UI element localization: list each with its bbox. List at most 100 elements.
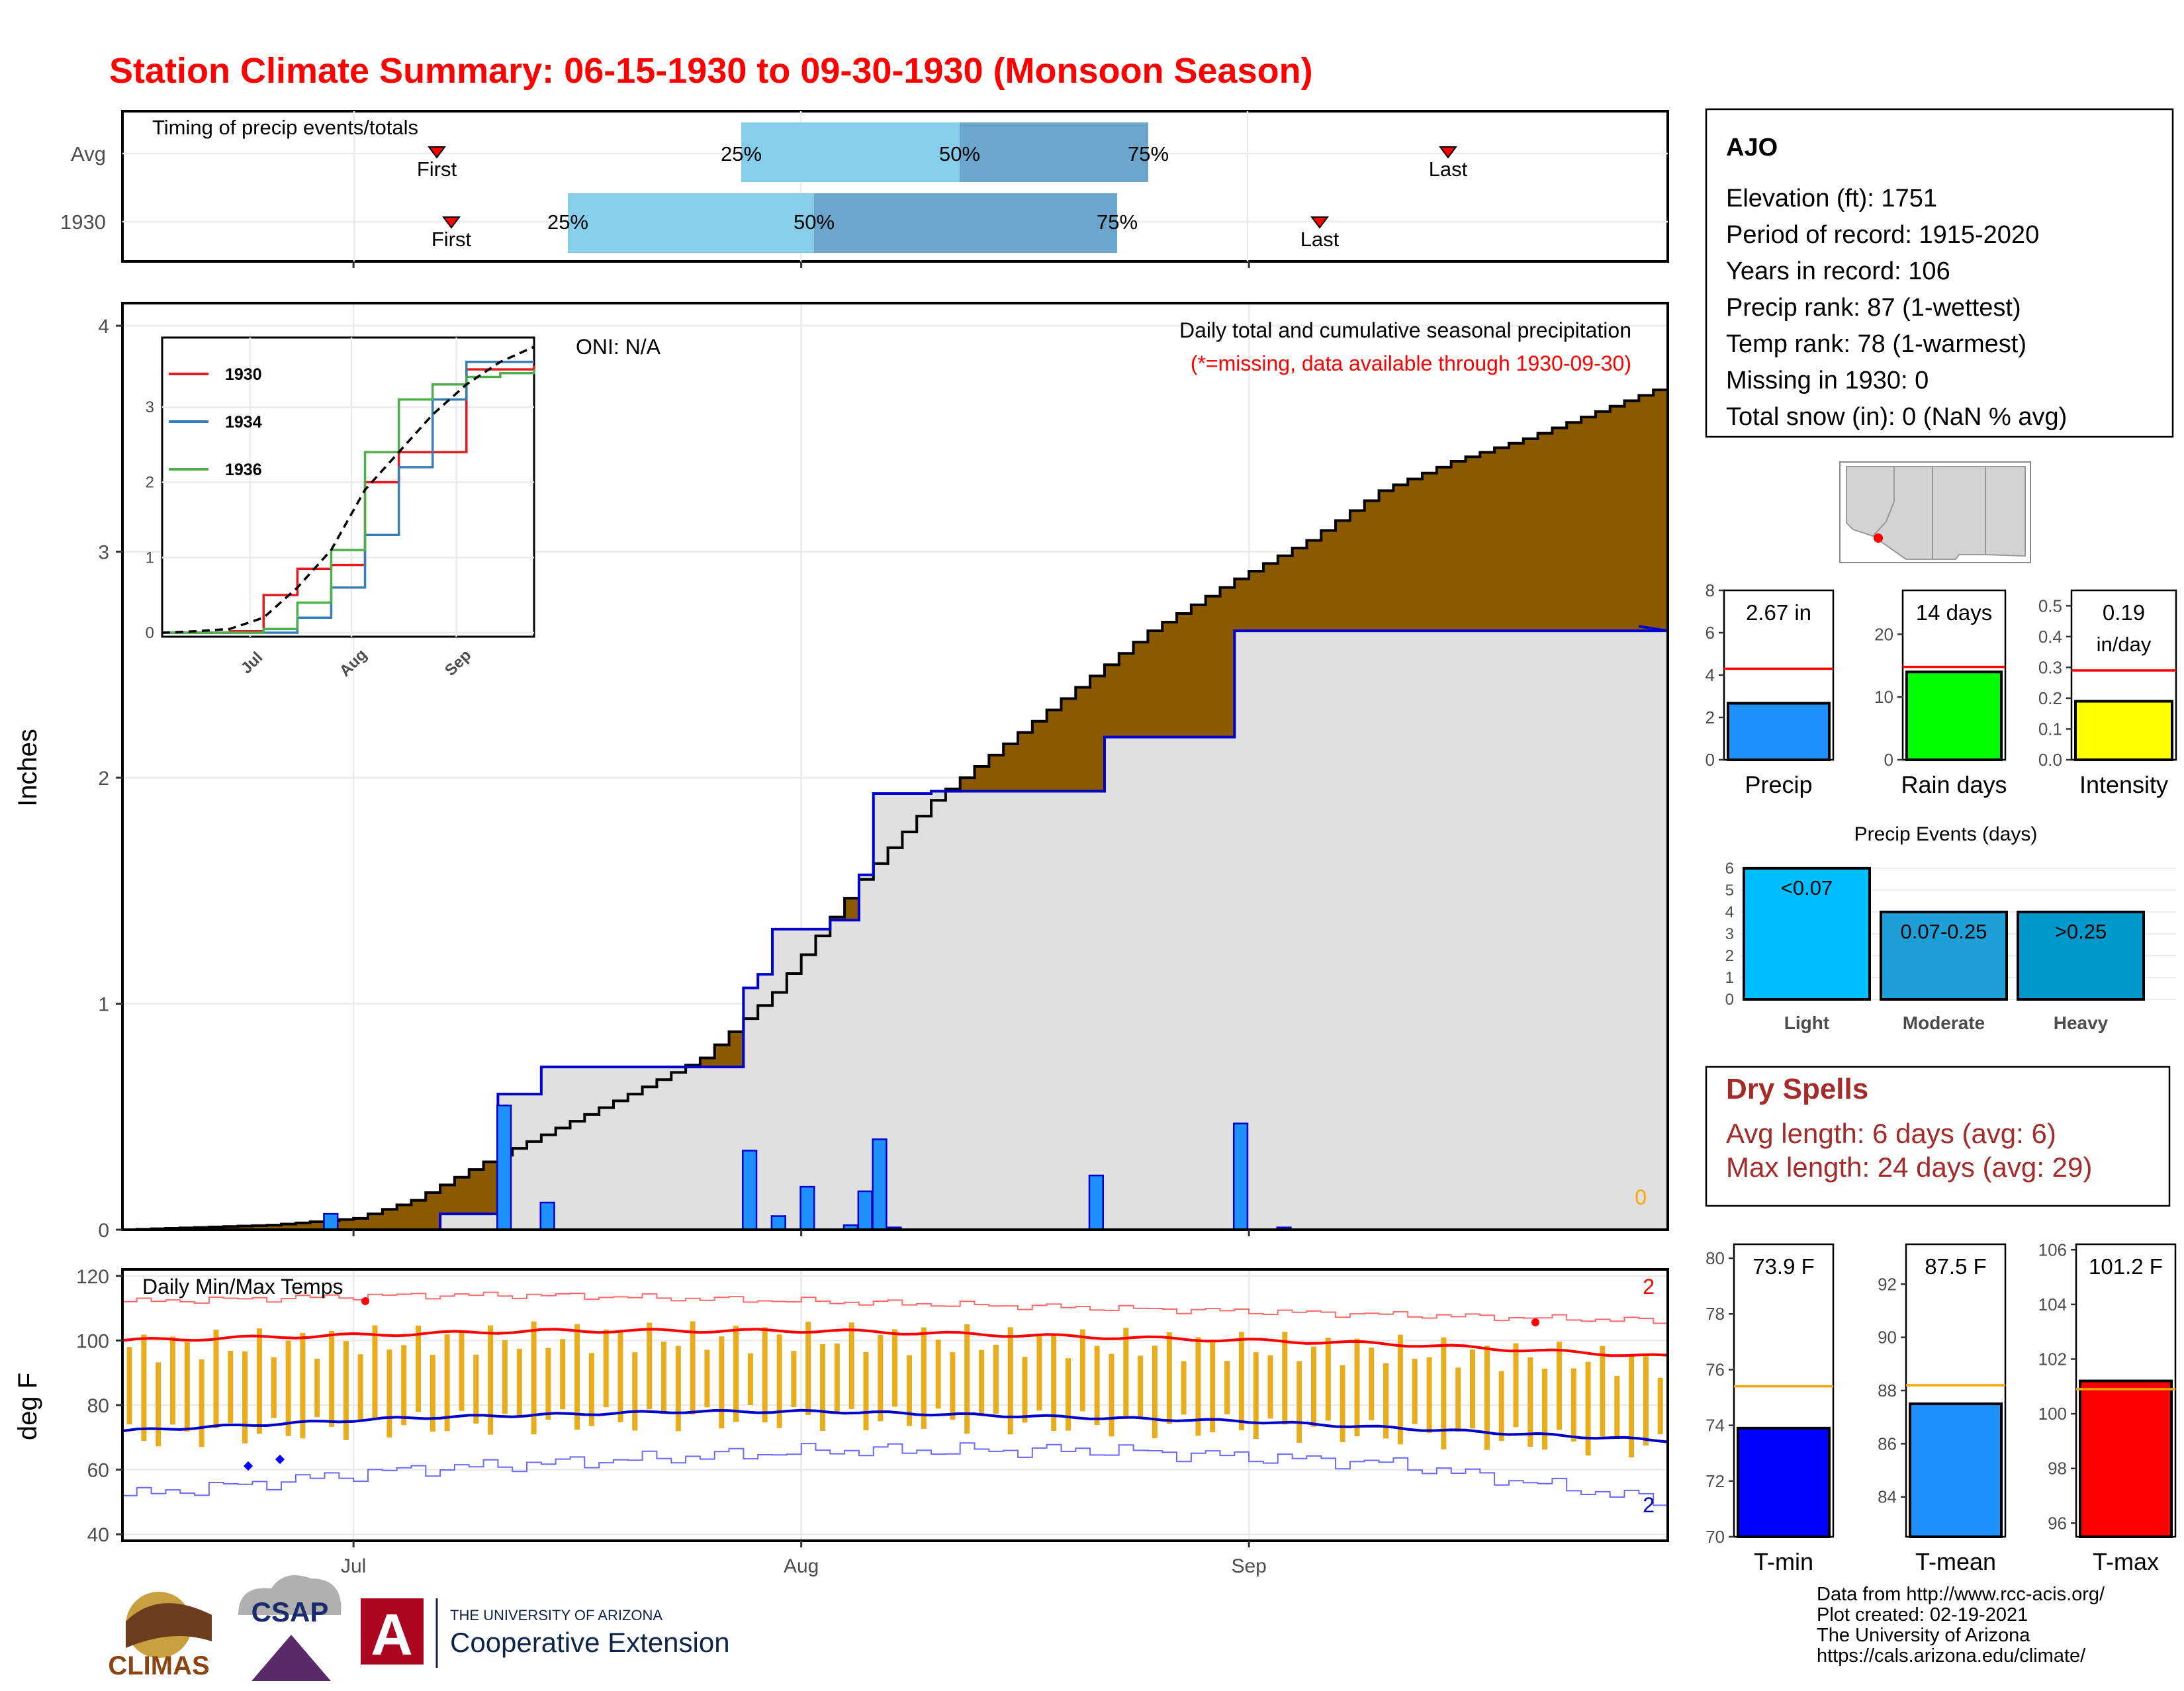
- precip-tick-label: 3: [98, 542, 109, 564]
- daily-precip-bar: [539, 1201, 555, 1231]
- daily-temp-bar: [791, 1351, 797, 1407]
- daily-temp-bar: [1585, 1361, 1591, 1456]
- daily-temp-bar: [560, 1339, 566, 1410]
- daily-temp-bar: [603, 1329, 609, 1408]
- daily-temp-bar: [1412, 1359, 1418, 1424]
- credits: Data from http://www.rcc-acis.org/Plot c…: [1817, 1584, 2105, 1667]
- daily-temp-bar: [950, 1352, 956, 1420]
- record-max-line: [122, 1291, 1668, 1324]
- daily-temp-bar: [1007, 1327, 1013, 1435]
- station-name: AJO: [1726, 134, 1778, 161]
- daily-temp-bar: [329, 1330, 335, 1427]
- daily-temp-bar: [1441, 1337, 1447, 1449]
- summary-chart-precip: 0 2 4 6 8 2.67 in Precip: [1706, 580, 1835, 798]
- events-bar-heavy: [2017, 910, 2145, 1001]
- summary-tick-label: 76: [1706, 1359, 1725, 1379]
- daily-temp-bar: [242, 1351, 248, 1443]
- daily-temp-bar: [1383, 1363, 1389, 1439]
- precip-panel-frame: [121, 302, 1669, 1231]
- summary-value-bar: [2079, 1379, 2173, 1538]
- summary-chart-label: T-max: [2093, 1548, 2159, 1575]
- daily-temp-bar: [213, 1330, 219, 1429]
- daily-temp-bar: [776, 1334, 782, 1428]
- date-tick-label: Jul: [341, 1555, 366, 1577]
- missing-count: 0: [1635, 1185, 1647, 1209]
- daily-temp-bar: [1629, 1354, 1635, 1457]
- daily-temp-bar: [1166, 1332, 1172, 1424]
- summary-tick-label: 6: [1706, 623, 1715, 643]
- daily-temp-bar: [1022, 1357, 1028, 1423]
- timing-avg-first-marker: [428, 146, 446, 159]
- inset-legend: 1930 1934 1936: [169, 365, 262, 479]
- daily-temp-bar: [531, 1321, 537, 1435]
- daily-precip-bar: [857, 1190, 873, 1231]
- station-details: Elevation (ft): 1751 Period of record: 19…: [1726, 185, 2067, 431]
- daily-temp-bar: [170, 1336, 175, 1425]
- daily-temp-bar: [488, 1325, 494, 1435]
- temp-tick-label: 120: [76, 1266, 109, 1288]
- inset-frame: [161, 336, 535, 638]
- summary-tick-label: 96: [2048, 1513, 2067, 1533]
- daily-precip-bar: [742, 1150, 758, 1231]
- daily-temp-bar: [661, 1342, 666, 1414]
- summary-tick-label: 74: [1706, 1416, 1725, 1436]
- station-detail-line: Total snow (in): 0 (NaN % avg): [1726, 403, 2067, 431]
- events-tick-label: 0: [1725, 991, 1734, 1009]
- daily-temp-bar: [1455, 1367, 1461, 1432]
- events-bar-label: <0.07: [1781, 876, 1833, 899]
- daily-temp-bar: [343, 1341, 349, 1440]
- summary-tick-label: 2: [1706, 708, 1715, 727]
- summary-chart-label: Precip: [1745, 771, 1812, 798]
- precip-tick-label: 4: [98, 316, 109, 338]
- csap-logo-cloud: [238, 1575, 341, 1615]
- station-info-frame: [1705, 108, 2174, 438]
- daily-temp-bar: [863, 1352, 869, 1430]
- summary-tick-label: 90: [1878, 1328, 1897, 1348]
- events-bar-light: [1743, 866, 1871, 1001]
- events-tick-label: 4: [1725, 903, 1734, 921]
- timing-1930-last-marker: [1310, 216, 1329, 229]
- summary-value-bar: [1905, 670, 2003, 762]
- daily-temp-bar: [1614, 1375, 1620, 1437]
- map-state-new-mexico: [1932, 466, 1986, 560]
- daily-temp-bar: [459, 1331, 465, 1411]
- summary-tick-label: 0: [1706, 750, 1715, 770]
- daily-temp-bar: [834, 1344, 840, 1413]
- daily-temp-range-bars: [126, 1321, 1663, 1457]
- summary-value-unit: in/day: [2097, 633, 2152, 656]
- daily-temp-bar: [1297, 1361, 1302, 1443]
- timing-avg-first-label: First: [417, 158, 457, 181]
- daily-temp-bar: [979, 1349, 985, 1415]
- timing-avg-q25-label: 25%: [721, 142, 762, 165]
- daily-temp-bar: [1094, 1346, 1100, 1425]
- daily-temp-bar: [199, 1359, 205, 1447]
- daily-temp-bar: [1542, 1368, 1548, 1450]
- daily-temp-bar: [1311, 1346, 1316, 1427]
- daily-temp-bar: [704, 1349, 710, 1408]
- precip-panel: 0 1 2 3 4 Inches ONI: N/A Daily total and cu…: [13, 302, 1669, 1242]
- station-detail-line: Elevation (ft): 1751: [1726, 185, 1937, 212]
- events-tick-label: 1: [1725, 969, 1734, 987]
- cumulative-observed-area: [122, 626, 1668, 1230]
- daily-temp-bar: [401, 1345, 407, 1426]
- temp-tick-label: 40: [87, 1524, 109, 1546]
- temp-summary-bar-charts: 70 72 74 76 78 80 73.9 F T-min 84 86 88 90 92 87.5 F T…: [1706, 1240, 2177, 1575]
- daily-temp-bar: [921, 1327, 927, 1429]
- credit-line: Plot created: 02-19-2021: [1817, 1604, 2028, 1625]
- ua-logo-letter: A: [371, 1602, 413, 1667]
- precip-tick-label: 1: [98, 994, 109, 1016]
- inset-tick-label: 1: [146, 549, 154, 567]
- daily-temp-bar: [747, 1353, 753, 1405]
- timing-avg-bar-q50-q75: [960, 122, 1148, 182]
- summary-tick-label: 8: [1706, 580, 1715, 600]
- logos: CLIMAS CSAP A THE UNIVERSITY OF ARIZONA …: [108, 1575, 730, 1681]
- daily-temp-bar: [502, 1340, 508, 1414]
- temp-tick-label: 80: [87, 1395, 109, 1417]
- daily-temp-bar: [1325, 1338, 1331, 1421]
- daily-temp-bar: [632, 1352, 638, 1431]
- daily-temp-bar: [993, 1344, 999, 1414]
- daily-temp-bar: [1195, 1337, 1201, 1436]
- ua-logo-block: [361, 1598, 424, 1665]
- cumulative-average-line: [122, 384, 1669, 1231]
